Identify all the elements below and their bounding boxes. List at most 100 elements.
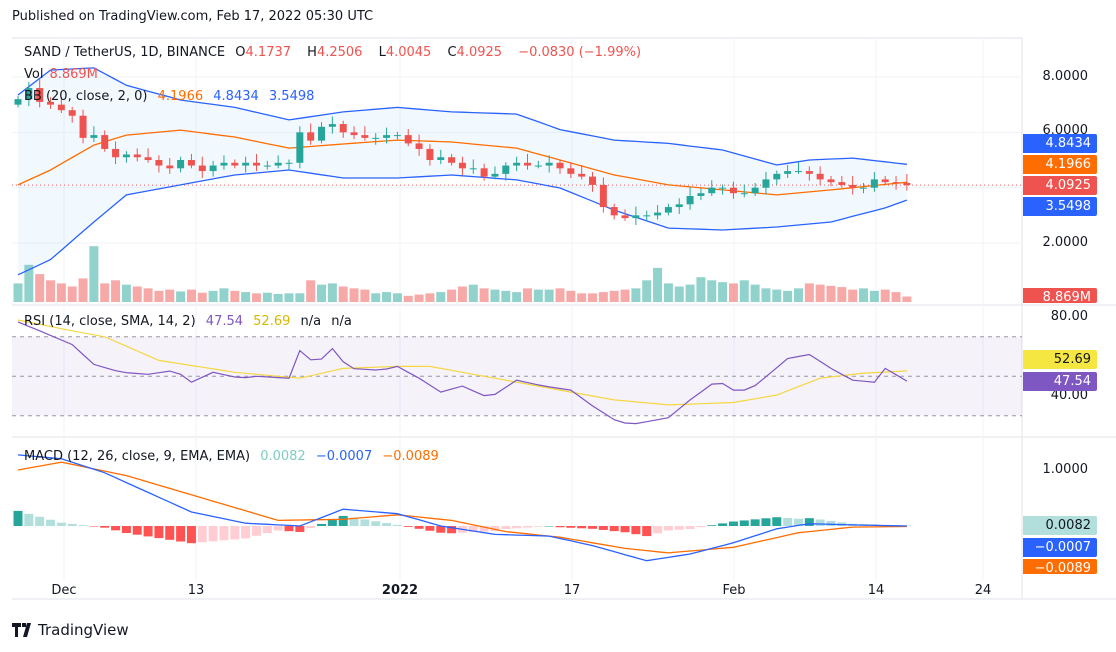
macd-histogram-bar [696,526,706,528]
macd-histogram-bar [533,526,543,527]
volume-bar [100,283,110,302]
volume-bar [880,289,890,302]
macd-histogram-bar [598,526,608,530]
candle-body [827,179,835,183]
candle-body [361,135,369,138]
macd-label[interactable]: MACD (12, 26, close, 9, EMA, EMA) [24,449,251,464]
candle-body [177,160,185,169]
candle-body [892,182,900,184]
volume-bar [425,293,435,302]
candle-body [740,193,748,195]
macd-value: −0.0007 [315,449,373,464]
volume-bar [577,293,587,302]
rsi-legend: RSI (14, close, SMA, 14, 2) 47.54 52.69 … [24,314,358,329]
volume-bar [46,280,56,302]
price-tick: 8.0000 [1042,69,1089,84]
volume-bar [35,274,45,302]
time-tick: 13 [187,583,205,598]
volume-bar [848,289,858,302]
volume-bar [197,292,207,302]
bb-lines [17,67,908,276]
macd-line [17,454,907,562]
volume-bar [479,288,489,302]
candle-body [155,160,163,166]
candle-body [350,132,358,136]
volume-bar [56,283,66,302]
volume-bar [772,289,782,302]
macd-histogram-bar [512,526,522,529]
volume-bar [457,286,467,302]
rsi-tag: 47.54 [1023,372,1097,391]
macd-histogram-bar [501,526,511,530]
volume-bar [338,286,348,302]
macd-signal-tag: −0.0089 [1023,559,1097,574]
candle-body [198,165,206,172]
macd-histogram-bar [783,517,793,526]
candle-body [285,162,293,164]
volume-bar [186,289,196,302]
rsi-tick: 40.00 [1050,388,1088,403]
candle-body [187,160,195,166]
rsi-value: 47.54 [205,314,244,329]
macd-histogram-bar [566,526,576,528]
macd-histogram-bar [772,517,782,526]
macd-histogram-bar [306,526,316,528]
candle-body [534,165,542,167]
time-tick: 2022 [381,583,419,598]
volume-bar [869,290,879,302]
macd-histogram-bar [620,526,630,533]
candle-body [122,154,130,158]
candle-body [318,126,326,141]
volume-label[interactable]: Vol [24,67,44,82]
macd-histogram-bar [577,526,587,529]
rsi-label[interactable]: RSI (14, close, SMA, 14, 2) [24,314,196,329]
high-value: 4.2506 [316,45,363,60]
candle-body [307,132,315,141]
macd-histogram-bar [750,519,760,526]
volume-bar [295,293,305,302]
macd-histogram-bar [349,517,359,526]
macd-histogram-bar [143,526,153,537]
macd-histogram-bar [78,525,88,526]
macd-histogram-bar [793,518,803,526]
candle-body [274,162,282,166]
macd-histogram-bar [447,526,457,534]
macd-histogram-bar [815,519,825,526]
candle-body [773,173,781,180]
rsi-na-value-2: n/a [331,314,352,329]
macd-histogram-bar [739,520,749,526]
volume-bar [588,293,598,302]
volume-bar [859,288,869,302]
volume-bar [783,290,793,302]
candle-body [556,162,564,169]
volume-bar [262,292,272,302]
volume-bar [522,288,532,302]
candle-body [610,207,618,216]
volume-bar [512,292,522,302]
macd-legend: MACD (12, 26, close, 9, EMA, EMA) 0.0082… [24,449,445,464]
symbol-label[interactable]: SAND / TetherUS, 1D, BINANCE [24,45,226,60]
macd-histogram-bar [674,526,684,530]
candle-body [263,165,271,167]
candle-body [415,143,423,149]
tradingview-logo[interactable]: TradingView [12,621,129,639]
candle-body [578,173,586,177]
volume-bar [739,280,749,302]
volume-bar [24,264,34,302]
candle-body [838,182,846,185]
macd-histogram-bar [111,526,121,531]
macd-histogram-bar [284,526,294,532]
candle-body [14,99,22,105]
candle-body [794,171,802,173]
volume-bar [143,288,153,302]
volume-bar [392,293,402,302]
bb-label[interactable]: BB (20, close, 2, 0) [24,89,148,104]
volume-bar [176,291,186,302]
macd-histogram-bar [13,510,23,526]
volume-bar [566,290,576,302]
macd-histogram-bar [273,526,283,531]
bb-upper-line [17,67,907,166]
candle-body [328,124,336,127]
candle-body [79,115,87,138]
